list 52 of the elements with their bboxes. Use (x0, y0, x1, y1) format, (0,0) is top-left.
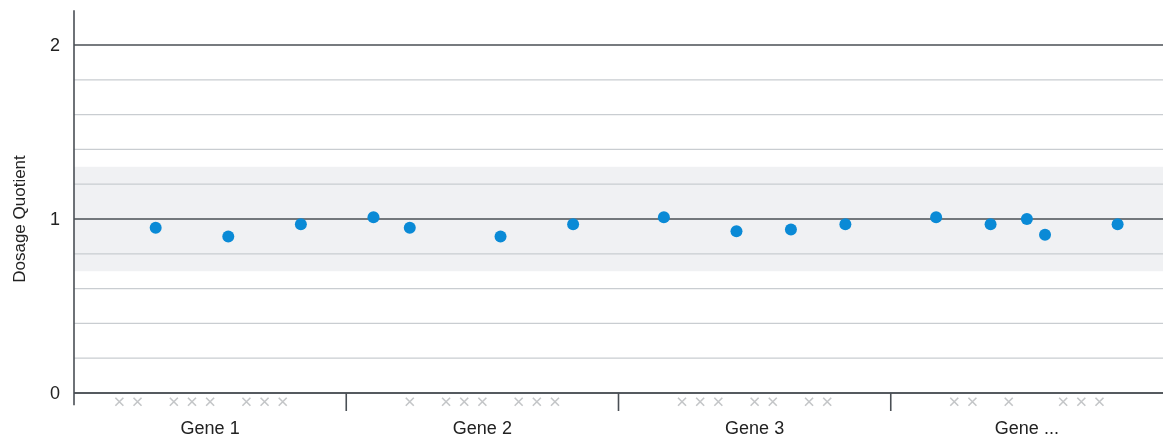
point (567, 218, 580, 231)
point (677, 396, 687, 407)
point (695, 396, 705, 407)
point (839, 218, 852, 231)
point (459, 396, 470, 407)
point (550, 396, 560, 407)
point (1003, 396, 1014, 407)
point (205, 396, 215, 407)
point (294, 218, 307, 231)
point (187, 396, 197, 407)
point (749, 396, 760, 407)
point (822, 396, 833, 407)
point (1111, 218, 1124, 231)
point (1058, 396, 1068, 407)
point (1020, 213, 1033, 225)
point (713, 396, 724, 407)
point (784, 223, 797, 236)
point (222, 230, 235, 243)
point (404, 396, 415, 407)
point (657, 211, 670, 224)
point (367, 211, 380, 224)
point (513, 396, 524, 407)
y-tick-label: 2 (49, 35, 60, 56)
point (259, 396, 270, 407)
point (441, 396, 451, 407)
y-tick-label: 0 (49, 383, 60, 404)
y-axis-title: Dosage Quotient (10, 154, 29, 283)
point (477, 396, 488, 407)
point (767, 396, 778, 407)
x-tick-label: Gene ... (994, 418, 1059, 437)
x-tick-label: Gene 2 (452, 418, 512, 437)
point (930, 211, 943, 224)
point (730, 225, 743, 238)
point (804, 396, 814, 407)
point (532, 396, 542, 407)
point (1076, 396, 1087, 407)
point (949, 396, 960, 407)
point (494, 230, 507, 243)
point (1039, 228, 1052, 241)
x-tick-label: Gene 1 (180, 418, 240, 437)
point (403, 221, 416, 234)
point (967, 396, 978, 407)
y-tick-label: 1 (49, 209, 60, 230)
point (277, 396, 288, 407)
point (1094, 396, 1105, 407)
point (984, 218, 997, 231)
x-tick-label: Gene 3 (725, 418, 785, 437)
point (149, 221, 162, 234)
point (132, 396, 143, 407)
point (114, 396, 125, 407)
point (169, 396, 179, 407)
point (241, 396, 252, 407)
